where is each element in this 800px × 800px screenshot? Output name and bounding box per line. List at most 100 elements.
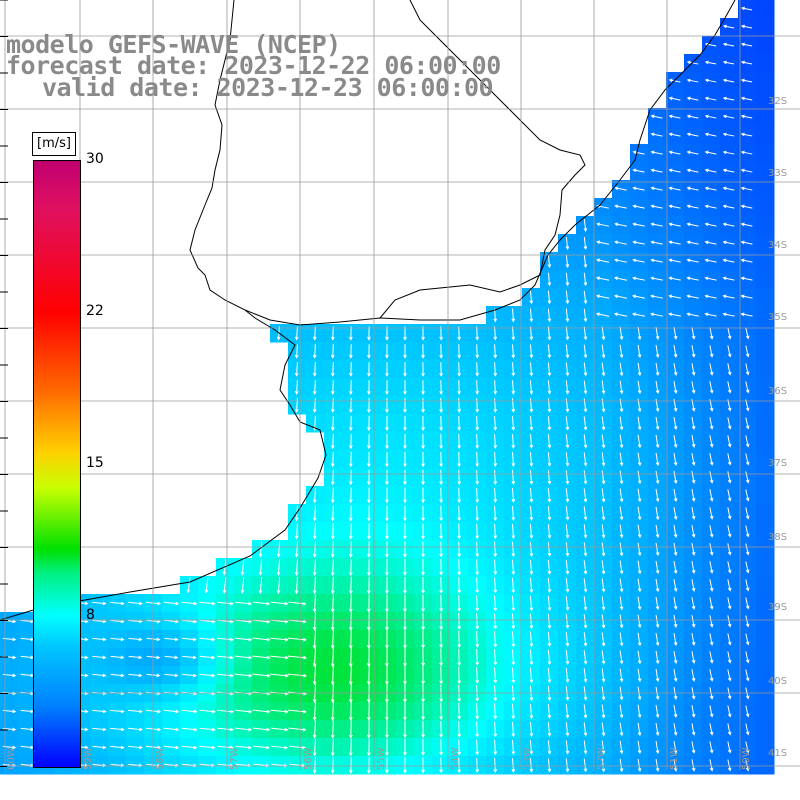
- wind-arrow: [457, 648, 462, 667]
- wind-arrow: [583, 218, 588, 233]
- wind-arrow: [475, 505, 480, 522]
- wind-arrow: [287, 655, 308, 660]
- wind-arrow: [421, 559, 425, 576]
- lat-label: 32S: [768, 96, 788, 107]
- wind-arrow: [385, 541, 389, 558]
- wind-arrow: [583, 434, 588, 449]
- wind-arrow: [740, 204, 753, 209]
- wind-arrow: [348, 433, 353, 450]
- wind-arrow: [619, 434, 624, 449]
- wind-arrow: [312, 523, 317, 540]
- wind-arrow: [709, 525, 714, 538]
- wind-arrow: [668, 204, 681, 209]
- wind-arrow: [547, 452, 552, 467]
- wind-arrow: [110, 709, 125, 714]
- wind-arrow: [619, 614, 624, 629]
- wind-arrow: [511, 595, 516, 612]
- wind-arrow: [614, 222, 627, 227]
- wind-arrow: [475, 326, 480, 341]
- wind-arrow: [601, 452, 606, 467]
- wind-arrow: [164, 637, 179, 642]
- wind-speed-cell: [756, 180, 775, 199]
- wind-arrow: [511, 362, 516, 377]
- wind-arrow: [312, 757, 317, 774]
- wind-arrow: [704, 276, 717, 281]
- wind-arrow: [199, 601, 216, 606]
- wind-arrow: [583, 488, 588, 503]
- wind-arrow: [421, 702, 425, 721]
- wind-arrow: [529, 488, 534, 503]
- wind-arrow: [439, 523, 444, 540]
- wind-arrow: [475, 739, 480, 756]
- wind-arrow: [650, 312, 663, 317]
- wind-arrow: [421, 739, 425, 756]
- wind-arrow: [547, 344, 552, 359]
- wind-arrow: [493, 416, 498, 431]
- wind-arrow: [288, 601, 307, 606]
- wind-arrow: [722, 222, 735, 227]
- wind-arrow: [186, 577, 191, 594]
- colorbar-tick-15: 15: [86, 455, 104, 471]
- wind-arrow: [457, 702, 462, 721]
- lat-label: 33S: [768, 168, 788, 179]
- wind-arrow: [529, 541, 534, 558]
- wind-arrow: [181, 619, 198, 624]
- wind-arrow: [348, 505, 353, 522]
- wind-arrow: [583, 380, 588, 395]
- wind-arrow: [493, 362, 498, 377]
- wind-speed-cell: [756, 450, 775, 469]
- wind-arrow: [367, 594, 371, 613]
- wind-arrow: [709, 507, 714, 520]
- wind-arrow: [330, 558, 335, 577]
- wind-arrow: [673, 327, 678, 340]
- wind-arrow: [330, 612, 335, 631]
- wind-arrow: [475, 469, 480, 486]
- wind-arrow: [330, 362, 335, 377]
- wind-arrow: [235, 745, 252, 750]
- wind-arrow: [691, 651, 696, 664]
- coastline-rio-de-la-plata: [244, 0, 736, 326]
- wind-arrow: [565, 614, 570, 629]
- wind-arrow: [637, 488, 642, 503]
- wind-arrow: [709, 363, 714, 376]
- wind-arrow: [92, 709, 107, 714]
- wind-arrow: [650, 186, 663, 191]
- wind-arrow: [740, 132, 753, 137]
- wind-arrow: [312, 398, 317, 413]
- wind-arrow: [110, 601, 125, 606]
- wind-arrow: [457, 612, 462, 631]
- wind-arrow: [330, 397, 335, 414]
- wind-arrow: [583, 632, 588, 647]
- wind-arrow: [421, 415, 425, 432]
- wind-arrow: [330, 738, 335, 757]
- wind-arrow: [655, 506, 660, 521]
- lon-label: 51W: [669, 747, 680, 770]
- wind-arrow: [493, 613, 498, 630]
- wind-arrow: [182, 673, 197, 678]
- wind-arrow: [348, 720, 353, 739]
- wind-arrow: [181, 601, 198, 606]
- wind-arrow: [403, 451, 407, 468]
- lat-label: 34S: [768, 240, 788, 251]
- wind-arrow: [686, 186, 699, 191]
- wind-arrow: [457, 630, 462, 649]
- wind-arrow: [511, 577, 516, 594]
- wind-arrow: [529, 631, 534, 648]
- wind-arrow: [294, 326, 299, 341]
- wind-arrow: [529, 595, 534, 612]
- wind-arrow: [650, 132, 663, 137]
- wind-arrow: [439, 415, 443, 432]
- wind-arrow: [727, 561, 732, 574]
- wind-arrow: [547, 704, 552, 719]
- wind-arrow: [367, 505, 371, 522]
- wind-arrow: [655, 722, 660, 737]
- wind-arrow: [583, 308, 588, 323]
- wind-arrow: [601, 740, 606, 755]
- wind-arrow: [709, 471, 714, 484]
- wind-arrow: [164, 655, 179, 660]
- wind-arrow: [745, 615, 750, 628]
- wind-arrow: [709, 579, 714, 592]
- wind-arrow: [637, 524, 642, 539]
- wind-arrow: [385, 505, 389, 522]
- wind-arrow: [288, 637, 307, 642]
